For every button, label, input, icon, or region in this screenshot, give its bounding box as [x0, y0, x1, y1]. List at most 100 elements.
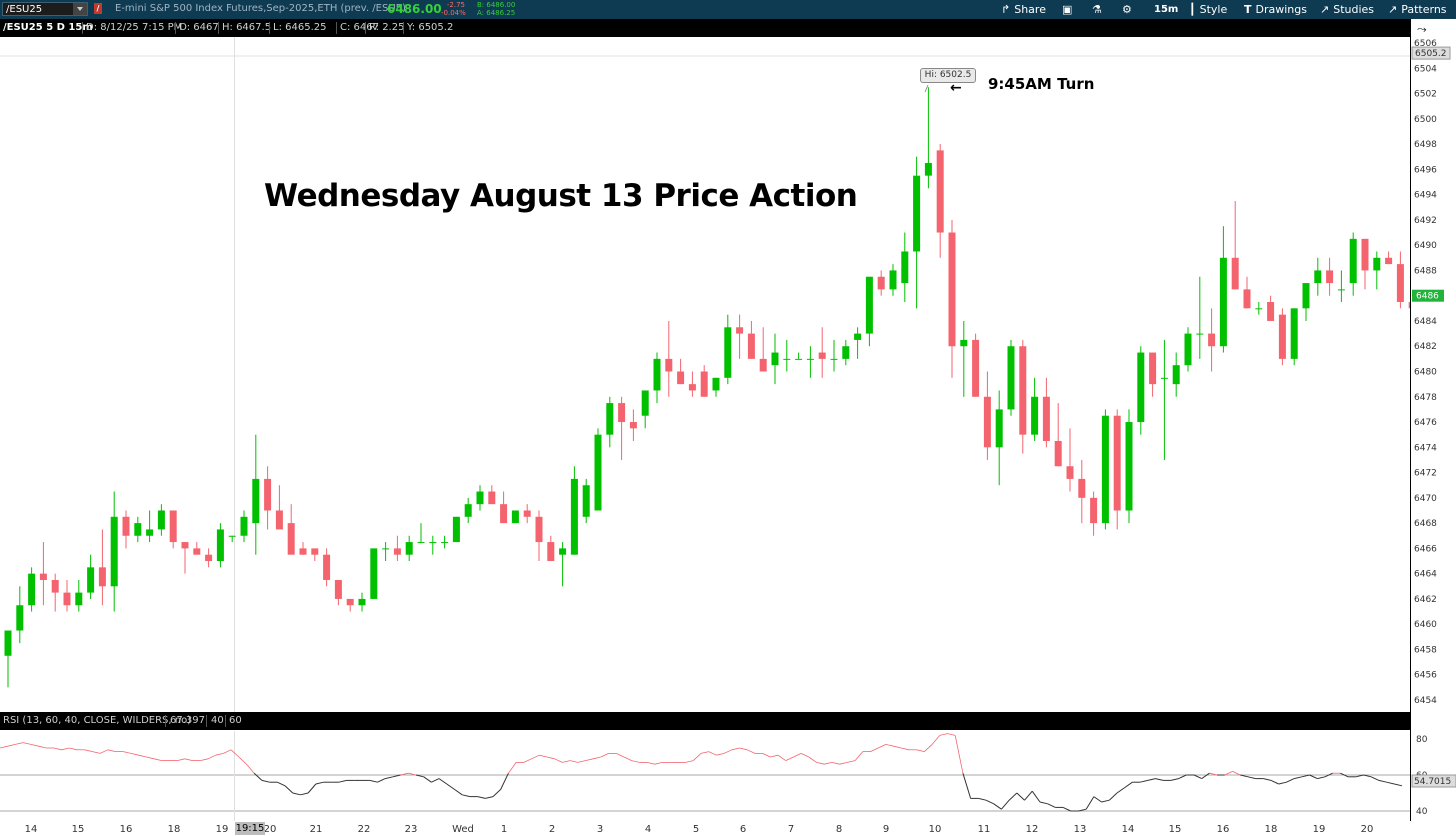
candle	[712, 377, 720, 397]
rsi-chart[interactable]	[0, 731, 1410, 821]
rsi-segment	[978, 797, 987, 801]
time-tick-label: 22	[358, 824, 371, 835]
price-tick-label: 6498	[1414, 140, 1437, 150]
candle	[1314, 257, 1322, 296]
candle-body	[464, 504, 472, 517]
price-axis[interactable]: 6506 6504 6502 6500 6498 6496 6494 6492 6490 6488…	[1410, 19, 1456, 836]
candle-body	[948, 232, 956, 347]
candle	[393, 535, 401, 562]
snapshot-button[interactable]: ▣	[1062, 2, 1076, 17]
rsi-segment	[1270, 779, 1279, 785]
patterns-button[interactable]: ↗ Patterns	[1388, 3, 1447, 16]
time-axis[interactable]: 14 15 16 18 19 20 21 22 23 Wed 1 2 3 4 5 6 7 8 9 10 11 12 13 14…	[0, 821, 1456, 836]
candle-body	[641, 390, 649, 416]
rsi-segment	[708, 751, 717, 756]
rsi-info-bar: RSI (13, 60, 40, CLOSE, WILDERS, no) 67.…	[0, 712, 1410, 730]
chart-mode-icon[interactable]: ⤳	[1417, 22, 1427, 36]
rsi-segment	[1108, 792, 1118, 801]
candle	[264, 466, 272, 530]
candle-body	[889, 270, 897, 290]
rsi-segment	[69, 747, 78, 751]
candle	[1196, 276, 1204, 359]
candle	[228, 535, 236, 543]
candle	[960, 320, 968, 397]
rsi-segment	[931, 735, 941, 745]
candle	[1184, 327, 1192, 372]
rsi-segment	[878, 744, 887, 749]
rsi-segment	[477, 796, 486, 799]
rsi-segment	[1278, 781, 1287, 785]
candle-body	[618, 403, 626, 423]
flask-button[interactable]: ⚗	[1092, 2, 1106, 17]
price-tick-label: 6500	[1414, 115, 1437, 125]
symbol-selector[interactable]: /ESU25	[2, 2, 88, 16]
rsi-segment	[924, 744, 933, 752]
rsi-segment	[546, 756, 555, 760]
aggregation-button[interactable]: 15m	[1154, 4, 1179, 15]
rsi-segment	[1294, 776, 1302, 780]
symbol-dropdown-icon[interactable]	[73, 3, 87, 15]
candle	[842, 339, 850, 366]
settings-button[interactable]: ⚙	[1122, 2, 1136, 17]
candle	[1231, 200, 1239, 290]
rsi-segment	[870, 747, 879, 752]
candle	[877, 270, 885, 296]
rsi-segment	[1193, 774, 1202, 780]
price-tick-label: 6502	[1414, 90, 1437, 100]
turn-annotation: 9:45AM Turn	[988, 75, 1095, 93]
rsi-segment	[824, 762, 833, 765]
candle-body	[240, 516, 248, 536]
style-button[interactable]: ┃ Style	[1189, 3, 1228, 16]
rsi-segment	[423, 776, 432, 783]
candle-body	[972, 339, 980, 397]
rsi-segment	[207, 754, 216, 760]
rsi-segment	[523, 758, 532, 763]
rsi-segment	[1386, 781, 1395, 785]
candle	[346, 598, 354, 612]
rsi-segment	[1378, 779, 1387, 783]
candle-body	[547, 542, 555, 562]
candle	[924, 87, 932, 189]
time-tick-label: Wed	[452, 824, 474, 835]
time-tick-label: 3	[597, 824, 603, 835]
candle-body	[287, 523, 295, 555]
price-chart[interactable]	[0, 37, 1410, 712]
rsi-segment	[400, 772, 409, 776]
rsi-segment	[962, 773, 972, 799]
candle	[1267, 295, 1275, 321]
rsi-segment	[693, 753, 702, 761]
studies-button[interactable]: ↗ Studies	[1320, 3, 1375, 16]
ask-value: A: 6486.25	[477, 9, 516, 17]
candle	[771, 333, 779, 385]
candle	[1385, 251, 1393, 265]
rsi-segment	[30, 744, 39, 747]
candle-body	[1231, 257, 1239, 290]
candle-body	[1290, 308, 1298, 359]
rsi-segment	[500, 772, 509, 790]
studies-icon: ↗	[1320, 3, 1330, 16]
time-tick-label: 12	[1026, 824, 1039, 835]
rsi-segment	[1355, 774, 1364, 778]
rsi-segment	[261, 779, 270, 783]
bid-ask: B: 6486.00 A: 6486.25	[477, 1, 515, 17]
candle-body	[358, 598, 366, 606]
candle	[1160, 339, 1168, 460]
rsi-os: 60	[229, 715, 242, 726]
share-button[interactable]: ↱ Share	[1001, 3, 1046, 16]
candle	[358, 592, 366, 612]
bar-open: O: 6467	[179, 22, 219, 33]
rsi-segment	[284, 785, 294, 794]
time-tick-label: 20	[1361, 824, 1374, 835]
rsi-segment	[84, 749, 93, 752]
rsi-segment	[1062, 806, 1071, 812]
rsi-segment	[1031, 790, 1041, 803]
drawings-button[interactable]: T Drawings	[1244, 3, 1307, 16]
candle	[1090, 491, 1098, 536]
rsi-segment	[177, 758, 185, 761]
candle	[653, 352, 661, 404]
candle-body	[51, 579, 59, 593]
time-tick-label: 14	[1122, 824, 1135, 835]
candle-body	[476, 491, 484, 505]
candle	[500, 491, 508, 524]
candle	[287, 504, 295, 555]
